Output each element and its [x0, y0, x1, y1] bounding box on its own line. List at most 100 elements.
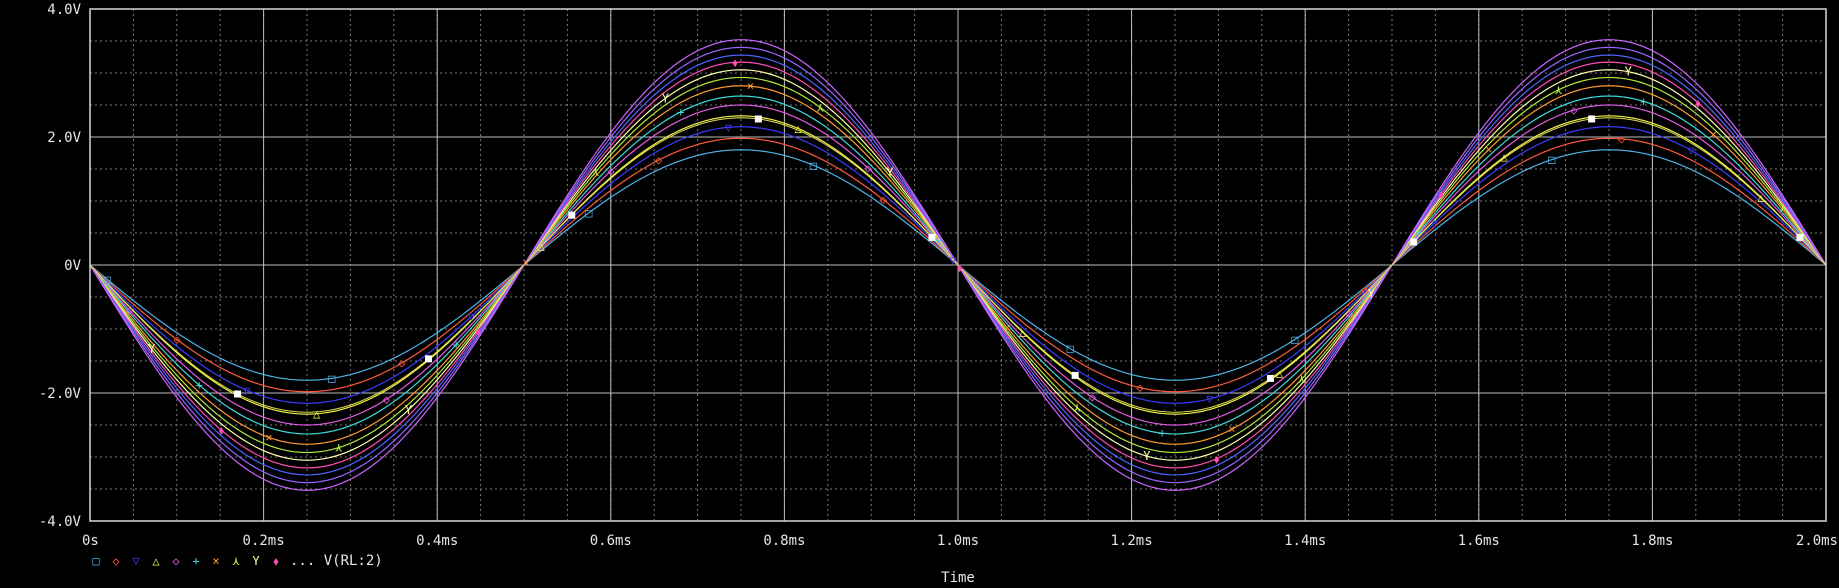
series-marker: ⋏: [816, 100, 825, 114]
series-marker: △: [1276, 366, 1284, 380]
series-marker: ⬧: [476, 324, 482, 338]
series-marker: Y: [1143, 449, 1151, 463]
series-marker: ⋏: [1779, 201, 1788, 215]
series-marker: ◇: [880, 193, 888, 207]
series-marker: ×: [1485, 142, 1492, 156]
series-marker: +: [934, 233, 941, 247]
series-marker: ◇: [1089, 390, 1097, 404]
x-tick-label: 0s: [82, 533, 99, 549]
y-tick-label: -2.0V: [39, 386, 82, 402]
legend-marker: □: [92, 554, 99, 568]
legend-marker: ⋏: [231, 554, 240, 568]
series-marker: ▽: [725, 120, 733, 134]
series-marker: +: [1640, 94, 1647, 108]
x-tick-label: 1.8ms: [1631, 533, 1673, 549]
highlight-marker: [234, 390, 242, 398]
series-marker: △: [1500, 150, 1508, 164]
highlight-marker: [1071, 371, 1079, 379]
series-marker: □: [328, 371, 335, 385]
legend: □ ◇ ▽ △ ◇ + × ⋏ Y ⬧ ... V(RL:2): [92, 553, 382, 569]
x-tick-label: 0.4ms: [416, 533, 458, 549]
legend-marker: ×: [212, 554, 219, 568]
plot-frame: [89, 8, 1827, 522]
highlight-line: [89, 117, 1827, 413]
series-marker: ⋏: [1072, 400, 1081, 414]
series-marker: +: [453, 338, 460, 352]
series-marker: △: [313, 407, 321, 421]
series-marker: ◇: [1570, 103, 1578, 117]
series-marker: ◇: [864, 161, 872, 175]
series-marker: ◇: [398, 356, 406, 370]
series-marker: ◇: [383, 392, 391, 406]
legend-marker: ▽: [132, 554, 140, 568]
series-marker: ◇: [607, 164, 615, 178]
series-marker: ⋏: [591, 165, 600, 179]
series-marker: ×: [747, 79, 754, 93]
highlight-marker: [1410, 238, 1418, 246]
y-tick-label: -4.0V: [39, 514, 82, 530]
series-marker: Y: [405, 403, 413, 417]
series-marker: □: [810, 158, 817, 172]
series-marker: □: [104, 272, 111, 286]
series-marker: Y: [1625, 65, 1633, 79]
series-marker: +: [1159, 426, 1166, 440]
y-tick-label: 2.0V: [47, 130, 81, 146]
series-marker: ▽: [243, 383, 251, 397]
series-marker: △: [1019, 325, 1027, 339]
series-marker: ×: [522, 256, 529, 270]
series-marker: ×: [1710, 128, 1717, 142]
series-marker: ▽: [468, 309, 476, 323]
series-marker: Y: [886, 166, 894, 180]
legend-marker: △: [152, 554, 160, 568]
series-marker: ◇: [126, 303, 134, 317]
y-tick-label: 0V: [64, 258, 81, 274]
y-tick-labels: 4.0V 2.0V 0V -2.0V -4.0V: [39, 2, 82, 530]
series-marker: ◇: [1361, 283, 1369, 297]
x-tick-labels: 0s 0.2ms 0.4ms 0.6ms 0.8ms 1.0ms 1.2ms 1.4ms 1.6…: [82, 533, 1838, 549]
highlight-marker: [425, 355, 433, 363]
series-marker: ◇: [1618, 132, 1626, 146]
series-marker: ⬧: [957, 260, 963, 274]
series-marker: ⋏: [334, 441, 343, 455]
highlight-marker: [568, 211, 576, 219]
legend-marker: ⬧: [273, 554, 279, 568]
series-marker: □: [1067, 342, 1074, 356]
x-tick-label: 1.4ms: [1284, 533, 1326, 549]
series-marker: ⬧: [1214, 452, 1220, 466]
highlight-marker: [928, 233, 936, 241]
series-marker: ▽: [949, 253, 957, 267]
series-marker: ×: [1004, 321, 1011, 335]
x-tick-label: 0.2ms: [243, 533, 285, 549]
series-marker: Y: [148, 342, 156, 356]
legend-label: ... V(RL:2): [290, 553, 383, 569]
series-marker: ▽: [1688, 144, 1696, 158]
series-marker: ⬧: [1438, 187, 1444, 201]
series-marker: ⋏: [1297, 372, 1306, 386]
series-marker: ×: [265, 430, 272, 444]
series-marker: ⋏: [1554, 83, 1563, 97]
series-marker: □: [1291, 332, 1298, 346]
x-tick-label: 2.0ms: [1796, 533, 1838, 549]
series-marker: △: [794, 121, 802, 135]
series-marker: □: [585, 206, 592, 220]
series-marker: ▽: [1431, 216, 1439, 230]
series-marker: △: [538, 239, 546, 253]
x-axis-label: Time: [941, 570, 975, 586]
highlight-marker: [1266, 374, 1274, 382]
highlight-marker: [1588, 115, 1596, 123]
x-tick-label: 1.0ms: [937, 533, 979, 549]
series-marker: ◇: [1346, 307, 1354, 321]
legend-marker: +: [192, 554, 199, 568]
series-marker: △: [1757, 190, 1765, 204]
series-marker: Y: [1368, 287, 1376, 301]
y-tick-label: 4.0V: [47, 2, 81, 18]
series-marker: ◇: [655, 153, 663, 167]
series-marker: ×: [1228, 422, 1235, 436]
x-tick-label: 0.6ms: [590, 533, 632, 549]
legend-marker: ◇: [172, 554, 180, 568]
x-tick-label: 1.6ms: [1458, 533, 1500, 549]
highlight-marker: [754, 115, 762, 123]
series-marker: ⬧: [732, 55, 738, 69]
legend-marker: ◇: [112, 554, 120, 568]
